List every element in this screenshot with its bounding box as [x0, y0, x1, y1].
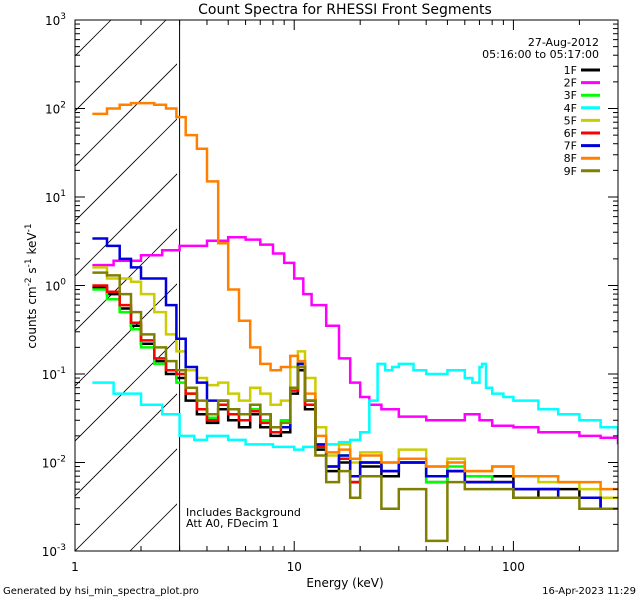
series-line-9F	[92, 271, 618, 543]
hatch-line	[75, 63, 177, 167]
legend-label-2F: 2F	[564, 77, 577, 90]
y-axis-label: counts cm-2 s-1 keV-1	[24, 223, 39, 348]
series-line-4F	[92, 362, 618, 451]
legend-label-6F: 6F	[564, 127, 577, 140]
annotation-background: Includes Background	[186, 506, 301, 519]
legend-label-4F: 4F	[564, 102, 577, 115]
hatch-line	[625, 20, 640, 551]
y-tick-label: 10-3	[42, 543, 66, 559]
series-layer	[92, 101, 618, 543]
y-tick-label: 10-1	[42, 366, 66, 382]
axis-ticks: 10 100 1 10-3 10-2 10-1 100 101 102 103	[42, 12, 619, 574]
chart-title: Count Spectra for RHESSI Front Segments	[198, 2, 492, 18]
hatch-line	[240, 20, 640, 551]
legend-label-3F: 3F	[564, 89, 577, 102]
hatch-line	[75, 338, 177, 442]
timestamp-text: 16-Apr-2023 11:29	[542, 586, 636, 597]
hatch-line	[75, 118, 177, 222]
series-line-2F	[92, 236, 618, 445]
legend-label-8F: 8F	[564, 152, 577, 165]
legend-label-5F: 5F	[564, 114, 577, 127]
generated-by-text: Generated by hsi_min_spectra_plot.pro	[3, 586, 199, 597]
x-tick-label: 10	[287, 560, 302, 574]
y-tick-label: 100	[45, 278, 66, 294]
hatch-line	[570, 20, 640, 551]
hatch-line	[515, 20, 640, 551]
hatch-line	[75, 283, 177, 387]
legend-label-1F: 1F	[564, 64, 577, 77]
hatch-line	[75, 448, 177, 551]
x-tick-label: 1	[71, 560, 79, 574]
y-tick-label: 10-2	[42, 455, 66, 471]
hatch-line	[75, 393, 177, 497]
hatch-line	[405, 20, 640, 551]
series-line-8F	[92, 101, 618, 491]
annotation-attenuator: Att A0, FDecim 1	[186, 517, 279, 530]
legend-label-9F: 9F	[564, 165, 577, 178]
time-range-label: 05:16:00 to 05:17:00	[482, 48, 599, 61]
legend-label-7F: 7F	[564, 140, 577, 153]
hatch-line	[0, 20, 1, 551]
y-tick-label: 102	[45, 101, 66, 117]
x-tick-label: 100	[502, 560, 525, 574]
y-tick-label: 101	[45, 189, 66, 205]
y-tick-label: 103	[45, 12, 66, 28]
x-axis-label: Energy (keV)	[306, 576, 383, 590]
date-label: 27-Aug-2012	[528, 36, 599, 49]
